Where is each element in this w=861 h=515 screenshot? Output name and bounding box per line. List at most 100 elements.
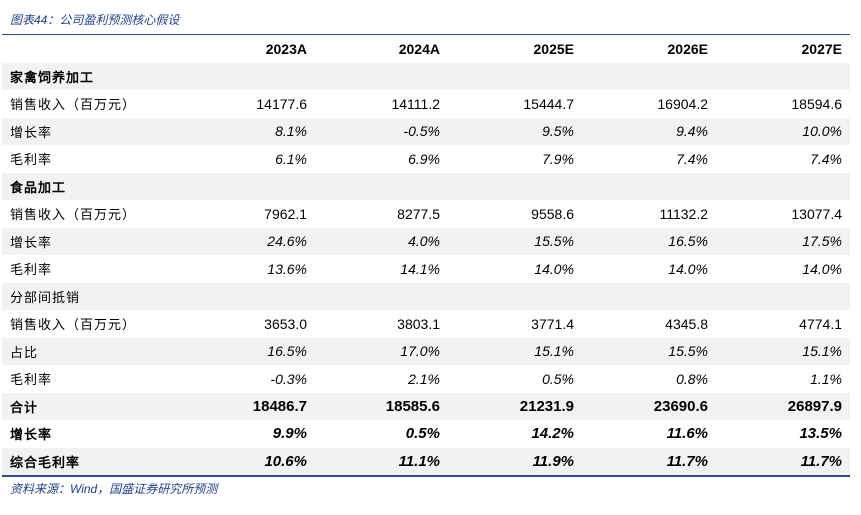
table-row: 占比 16.5% 17.0% 15.1% 15.5% 15.1% (2, 337, 850, 365)
value-cell: 17.5% (802, 233, 842, 250)
value-cell (182, 283, 315, 311)
row-label: 占比 (10, 344, 39, 360)
row-label: 家禽饲养加工 (10, 69, 95, 85)
value-cell: 18486.7 (252, 397, 307, 415)
value-cell: 18594.6 (791, 95, 842, 112)
row-label: 毛利率 (10, 262, 53, 278)
value-cell: 11.1% (398, 452, 440, 470)
section-row: 食品加工 (2, 172, 850, 201)
table-row: 毛利率 13.6% 14.1% 14.0% 14.0% 14.0% (2, 255, 850, 283)
row-label: 增长率 (10, 124, 53, 140)
value-cell (716, 283, 850, 311)
value-cell (315, 283, 448, 311)
value-cell (182, 63, 315, 91)
value-cell: 8.1% (275, 123, 307, 140)
value-cell: 10.0% (802, 123, 842, 140)
table-row: 增长率 8.1% -0.5% 9.5% 9.4% 10.0% (2, 117, 850, 145)
row-label: 综合毛利率 (10, 454, 81, 470)
forecast-table: 2023A 2024A 2025E 2026E 2027E 家禽饲养加工销售收入… (2, 35, 850, 475)
table-row: 销售收入（百万元） 7962.1 8277.5 9558.6 11132.2 13077.… (2, 200, 850, 228)
value-cell: -0.3% (270, 370, 307, 387)
header-cell-2024a: 2024A (398, 40, 440, 57)
table-row: 综合毛利率 10.6% 11.1% 11.9% 11.7% 11.7% (2, 447, 850, 475)
header-row: 2023A 2024A 2025E 2026E 2027E (2, 35, 850, 63)
value-cell: 17.0% (400, 343, 440, 360)
row-label: 增长率 (10, 234, 53, 250)
value-cell (448, 63, 582, 91)
value-cell: 10.6% (264, 452, 307, 470)
value-cell: 6.9% (408, 150, 440, 167)
value-cell: 14.0% (802, 260, 842, 277)
value-cell (448, 173, 582, 201)
value-cell: 11132.2 (659, 205, 708, 222)
value-cell: 24.6% (267, 233, 307, 250)
value-cell (716, 63, 850, 91)
table-row: 毛利率 6.1% 6.9% 7.9% 7.4% 7.4% (2, 145, 850, 173)
header-cell-label (2, 35, 182, 63)
value-cell: 13.6% (267, 260, 307, 277)
value-cell: 14111.2 (391, 95, 440, 112)
value-cell: 11.7% (666, 452, 708, 470)
value-cell: 7.4% (676, 150, 708, 167)
value-cell: 11.6% (666, 425, 708, 443)
figure-caption: 图表44：公司盈利预测核心假设 (10, 13, 180, 27)
value-cell: 16.5% (668, 233, 708, 250)
value-cell: 6.1% (275, 150, 307, 167)
value-cell: 3653.0 (264, 315, 307, 332)
row-label: 毛利率 (10, 152, 53, 168)
value-cell: 14177.6 (256, 95, 307, 112)
table-row: 销售收入（百万元） 3653.0 3803.1 3771.4 4345.8 4774.1 (2, 310, 850, 338)
value-cell: 15444.7 (523, 95, 574, 112)
value-cell (315, 63, 448, 91)
value-cell: 3803.1 (397, 315, 440, 332)
table-row: 增长率 9.9% 0.5% 14.2% 11.6% 13.5% (2, 420, 850, 448)
value-cell: 7.9% (542, 150, 574, 167)
table-row: 增长率 24.6% 4.0% 15.5% 16.5% 17.5% (2, 227, 850, 255)
row-label: 食品加工 (10, 179, 67, 195)
value-cell: 21231.9 (519, 397, 574, 415)
value-cell: 9558.6 (531, 205, 574, 222)
row-label: 合计 (10, 399, 39, 415)
header-cell-2025e: 2025E (533, 40, 574, 57)
value-cell: 0.8% (676, 370, 708, 387)
value-cell: -0.5% (403, 123, 440, 140)
value-cell: 23690.6 (653, 397, 708, 415)
value-cell (582, 63, 716, 91)
top-rule (2, 34, 850, 35)
value-cell: 16904.2 (657, 95, 708, 112)
value-cell: 4774.1 (799, 315, 842, 332)
value-cell: 1.1% (810, 370, 842, 387)
value-cell (315, 173, 448, 201)
value-cell: 15.1% (534, 343, 574, 360)
value-cell (582, 283, 716, 311)
value-cell: 8277.5 (397, 205, 440, 222)
value-cell: 16.5% (267, 343, 307, 360)
value-cell: 14.2% (531, 425, 574, 443)
value-cell: 4.0% (408, 233, 440, 250)
value-cell: 11.9% (532, 452, 574, 470)
value-cell (448, 283, 582, 311)
value-cell: 13.5% (799, 425, 842, 443)
table-row: 销售收入（百万元） 14177.6 14111.2 15444.7 16904.2 185… (2, 90, 850, 118)
value-cell: 0.5% (405, 425, 440, 443)
bottom-rule (2, 475, 850, 477)
row-label: 销售收入（百万元） (10, 207, 137, 223)
table-row: 合计 18486.7 18585.6 21231.9 23690.6 26897.9 (2, 392, 850, 420)
value-cell: 14.1% (400, 260, 440, 277)
value-cell: 2.1% (408, 370, 440, 387)
section-row: 分部间抵销 (2, 282, 850, 311)
row-label: 销售收入（百万元） (10, 97, 137, 113)
value-cell (716, 173, 850, 201)
value-cell: 14.0% (534, 260, 574, 277)
value-cell: 13077.4 (791, 205, 842, 222)
table-body: 家禽饲养加工销售收入（百万元） 14177.6 14111.2 15444.7 1690… (2, 62, 850, 475)
value-cell: 11.7% (800, 452, 842, 470)
source-note: 资料来源：Wind，国盛证券研究所预测 (10, 482, 218, 496)
row-label: 增长率 (10, 427, 53, 443)
section-row: 家禽饲养加工 (2, 62, 850, 91)
value-cell: 9.4% (676, 123, 708, 140)
value-cell: 3771.4 (531, 315, 574, 332)
value-cell (582, 173, 716, 201)
value-cell: 9.5% (542, 123, 574, 140)
value-cell: 15.5% (534, 233, 574, 250)
